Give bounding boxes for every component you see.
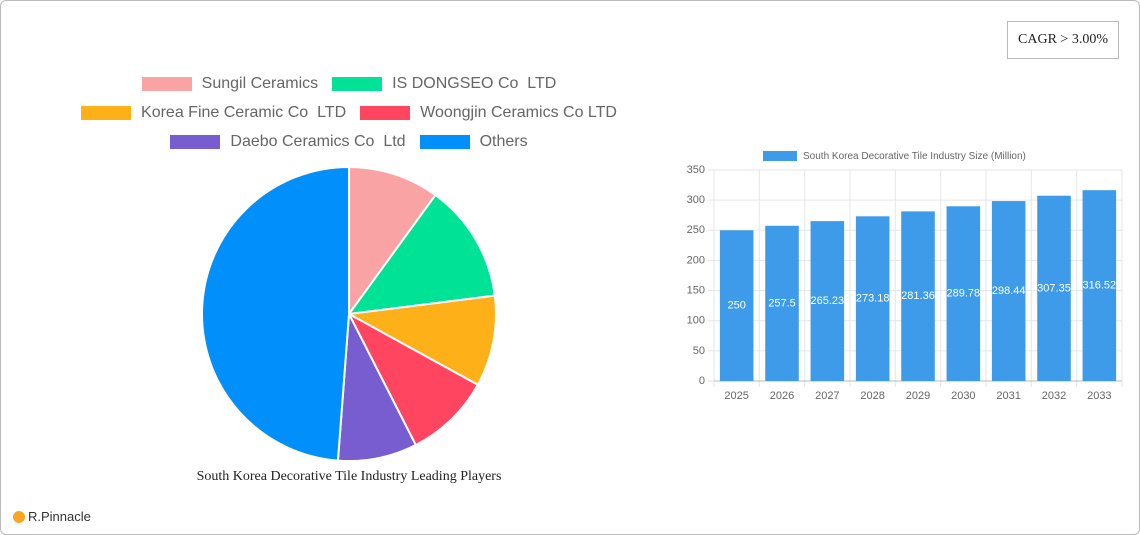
- bar: [991, 201, 1026, 381]
- y-tick-label: 300: [687, 194, 705, 206]
- cagr-badge: CAGR > 3.00%: [1007, 21, 1119, 59]
- x-tick-label: 2027: [815, 390, 839, 402]
- legend-label: South Korea Decorative Tile Industry Siz…: [803, 151, 1026, 162]
- bar: [946, 206, 981, 381]
- x-tick-label: 2030: [951, 390, 975, 402]
- legend-label: Daebo Ceramics Co Ltd: [230, 133, 406, 150]
- x-tick-label: 2026: [770, 390, 794, 402]
- logo-icon: [13, 510, 25, 523]
- pie-slice: [345, 294, 497, 387]
- legend-item: Korea Fine Ceramic Co LTD: [81, 102, 346, 124]
- pie-slice: [346, 193, 496, 316]
- y-tick-label: 50: [693, 345, 705, 357]
- legend-swatch: [81, 106, 132, 120]
- legend-swatch: [419, 135, 470, 149]
- logo: R.Pinnacle: [13, 509, 91, 524]
- bar-value-label: 265.23: [811, 295, 845, 307]
- bar-value-label: 289.78: [947, 288, 981, 300]
- bar: [719, 230, 754, 381]
- y-tick-label: 100: [687, 315, 705, 327]
- y-tick-label: 0: [699, 375, 705, 387]
- legend-swatch: [170, 135, 221, 149]
- bar: [901, 211, 935, 381]
- y-tick-label: 350: [687, 164, 705, 176]
- x-tick-label: 2033: [1087, 390, 1111, 402]
- legend-swatch: [332, 77, 383, 91]
- legend-label: Woongjin Ceramics Co LTD: [420, 104, 617, 121]
- bar: [765, 225, 799, 381]
- pie-legend: Sungil Ceramics IS DONGSEO Co LTD Korea Fi…: [69, 73, 629, 153]
- y-tick-label: 200: [687, 254, 705, 266]
- pie-slice: [346, 311, 480, 447]
- pie-slice: [348, 165, 437, 318]
- bar-value-label: 273.18: [856, 293, 890, 305]
- y-tick-label: 250: [687, 224, 705, 236]
- x-tick-label: 2031: [996, 390, 1020, 402]
- legend-item: Others: [419, 131, 528, 153]
- legend-label: Korea Fine Ceramic Co LTD: [141, 104, 347, 121]
- x-tick-label: 2032: [1042, 390, 1066, 402]
- legend-swatch: [763, 151, 797, 161]
- chart-title: South Korea Decorative Tile Industry Lea…: [197, 469, 502, 484]
- bar-value-label: 298.44: [992, 285, 1026, 297]
- legend-item: IS DONGSEO Co LTD: [332, 73, 556, 95]
- bar-value-label: 281.36: [901, 290, 935, 302]
- legend-label: IS DONGSEO Co LTD: [392, 75, 557, 92]
- bar: [1037, 195, 1071, 381]
- bar: [1082, 190, 1117, 381]
- bar-value-label: 250: [727, 300, 745, 312]
- bar-value-label: 307.35: [1037, 282, 1071, 294]
- x-tick-label: 2029: [906, 390, 930, 402]
- pie-slice: [201, 165, 350, 462]
- x-tick-label: 2028: [860, 390, 884, 402]
- legend-item: Sungil Ceramics: [141, 73, 319, 95]
- logo-text: R.Pinnacle: [28, 509, 91, 524]
- bar-value-label: 316.52: [1083, 279, 1117, 291]
- legend-label: Sungil Ceramics: [201, 75, 319, 92]
- legend-item: Woongjin Ceramics Co LTD: [360, 102, 617, 124]
- y-tick-label: 150: [687, 284, 705, 296]
- bar: [810, 221, 845, 381]
- legend-label: Others: [479, 133, 528, 150]
- legend-swatch: [141, 77, 192, 91]
- legend-swatch: [360, 106, 411, 120]
- x-tick-label: 2025: [724, 390, 748, 402]
- bar: [855, 216, 890, 381]
- bar-value-label: 257.5: [768, 297, 796, 309]
- legend-item: Daebo Ceramics Co Ltd: [170, 131, 406, 153]
